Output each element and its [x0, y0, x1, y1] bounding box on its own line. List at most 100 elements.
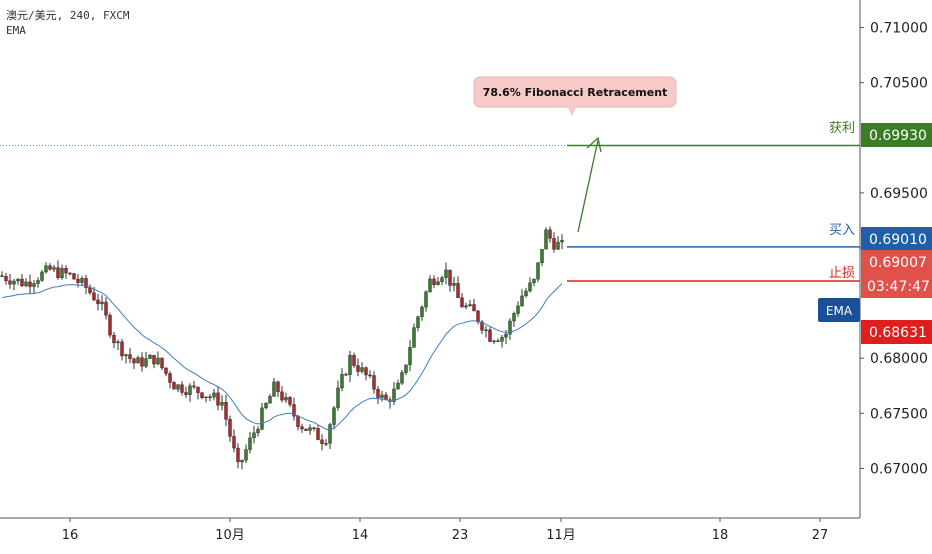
candle-body: [452, 283, 456, 286]
candle-body: [228, 419, 232, 437]
candle-body: [8, 280, 12, 285]
candle-body: [508, 320, 512, 335]
price-tick-label: 0.70500: [870, 76, 928, 92]
stop-loss-label: 止损: [829, 266, 855, 281]
candle-body: [364, 367, 368, 376]
time-tick-label: 23: [452, 528, 469, 543]
candle-body: [244, 449, 248, 461]
candle-body: [100, 301, 104, 305]
candle-body: [92, 292, 96, 301]
bar-countdown: 03:47:47: [867, 279, 930, 295]
candle-body: [20, 278, 24, 287]
entry-price: 0.69010: [869, 232, 927, 248]
candle-body: [120, 341, 124, 357]
candle-body: [84, 278, 88, 288]
stop-loss-price-tag: 0.68631: [861, 320, 932, 344]
candle-body: [96, 299, 100, 305]
candles-layer: [0, 226, 564, 470]
candle-body: [108, 315, 112, 336]
candle-body: [44, 265, 48, 273]
candle-body: [268, 396, 272, 404]
candle-body: [324, 443, 328, 445]
candle-body: [456, 283, 460, 298]
candle-body: [380, 394, 384, 398]
candle-body: [512, 313, 516, 322]
candle-body: [384, 394, 388, 400]
candle-body: [16, 278, 20, 282]
indicator-line: EMA: [6, 24, 26, 37]
candle-body: [72, 273, 76, 280]
candle-body: [0, 275, 4, 277]
candle-body: [544, 229, 548, 250]
candle-body: [540, 248, 544, 263]
candle-body: [356, 365, 360, 372]
candle-body: [556, 241, 560, 250]
price-tick-label: 0.71000: [870, 21, 928, 37]
price-tick-label: 0.68000: [870, 351, 928, 367]
candle-body: [348, 355, 352, 375]
time-tick-label: 10月: [215, 528, 245, 543]
candle-body: [152, 354, 156, 365]
candle-body: [432, 278, 436, 285]
candle-body: [4, 276, 8, 281]
candle-body: [192, 385, 196, 388]
time-axis[interactable]: 16 10月 14 23 11月 18 27: [62, 518, 829, 543]
candle-body: [132, 358, 136, 364]
time-tick-label: 16: [62, 528, 79, 543]
candle-body: [224, 402, 228, 420]
candle-body: [404, 364, 408, 373]
candle-body: [436, 281, 440, 285]
candle-body: [256, 428, 260, 434]
candle-body: [320, 439, 324, 444]
projection-arrow: [577, 139, 599, 233]
candle-body: [420, 306, 424, 318]
candle-body: [492, 340, 496, 343]
time-tick-label: 27: [812, 528, 829, 543]
ema-tag[interactable]: EMA: [818, 298, 860, 322]
fibonacci-callout[interactable]: 78.6% Fibonacci Retracement: [473, 76, 677, 116]
candle-body: [80, 278, 84, 283]
candle-body: [316, 428, 320, 441]
ema-line: [1, 283, 563, 431]
take-profit-price: 0.69930: [869, 128, 927, 144]
projection-arrowhead: [586, 136, 602, 153]
chart-legend[interactable]: 澳元/美元, 240, FXCM EMA: [6, 8, 129, 38]
candle-body: [548, 229, 552, 239]
candle-body: [396, 382, 400, 390]
candle-body: [24, 281, 28, 287]
candle-body: [164, 367, 168, 374]
candle-body: [308, 427, 312, 431]
candle-body: [504, 333, 508, 338]
candle-body: [288, 397, 292, 405]
candle-body: [196, 386, 200, 393]
candle-body: [368, 374, 372, 377]
candle-body: [280, 391, 284, 401]
candle-body: [340, 374, 344, 389]
candle-body: [148, 354, 152, 359]
candle-body: [220, 402, 224, 406]
candle-body: [424, 291, 428, 308]
candle-body: [284, 397, 288, 401]
candle-body: [468, 304, 472, 306]
candle-body: [532, 278, 536, 284]
candle-body: [528, 282, 532, 292]
candle-body: [232, 436, 236, 449]
time-tick-label: 14: [352, 528, 369, 543]
candle-body: [116, 341, 120, 344]
candle-body: [68, 272, 72, 275]
candle-body: [160, 357, 164, 369]
candle-body: [52, 267, 56, 270]
candle-body: [412, 327, 416, 348]
price-tick-label: 0.69500: [870, 186, 928, 202]
candle-body: [304, 428, 308, 431]
entry-price-tag: 0.69010: [861, 227, 932, 251]
candle-body: [472, 304, 476, 312]
candle-body: [552, 238, 556, 250]
candle-body: [88, 287, 92, 293]
candle-body: [500, 337, 504, 342]
candle-body: [48, 265, 52, 270]
candle-body: [56, 267, 60, 278]
